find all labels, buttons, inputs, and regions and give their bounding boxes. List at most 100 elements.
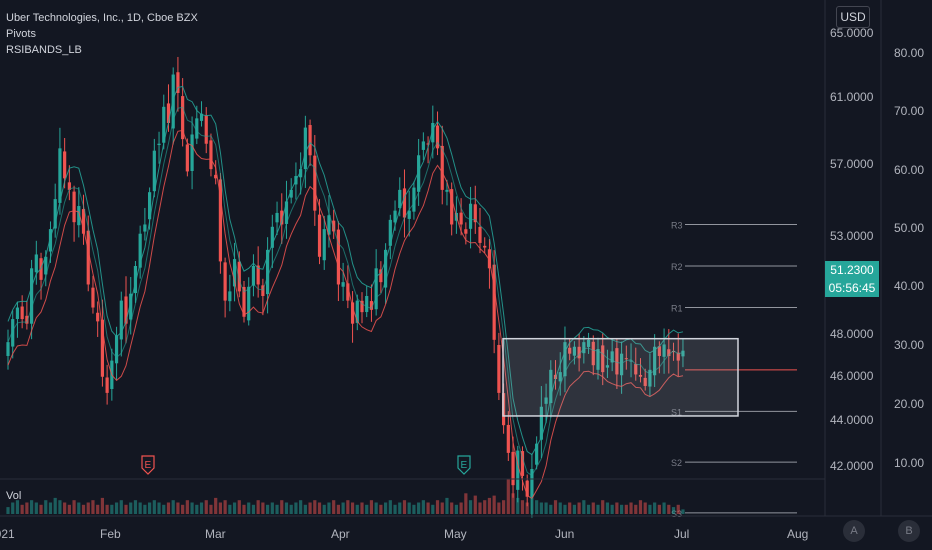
volume-bar bbox=[129, 502, 133, 514]
volume-bar bbox=[176, 502, 180, 514]
candle-body bbox=[459, 212, 463, 225]
candle-body bbox=[530, 469, 534, 498]
volume-bar bbox=[308, 502, 312, 514]
chart-legend: Uber Technologies, Inc., 1D, Cboe BZX Pi… bbox=[6, 10, 198, 58]
candle-body bbox=[558, 372, 562, 382]
time-tick: Jul bbox=[674, 527, 689, 541]
indicator-pivots[interactable]: Pivots bbox=[6, 28, 36, 40]
candle-body bbox=[388, 219, 392, 246]
secondary-tick: 60.00 bbox=[894, 163, 924, 177]
volume-bar bbox=[25, 502, 29, 514]
volume-bar bbox=[549, 504, 553, 514]
volume-bar bbox=[223, 500, 227, 514]
volume-bar bbox=[591, 502, 595, 514]
candle-body bbox=[516, 450, 520, 490]
volume-bar bbox=[624, 504, 628, 514]
volume-bar bbox=[553, 500, 558, 514]
volume-bar bbox=[195, 504, 199, 514]
candle-body bbox=[143, 224, 147, 232]
volume-bar bbox=[374, 502, 378, 514]
volume-bar bbox=[572, 504, 576, 514]
volume-bar bbox=[634, 504, 638, 514]
candle-body bbox=[657, 346, 661, 356]
candle-body bbox=[549, 369, 553, 404]
candle-body bbox=[662, 344, 666, 357]
volume-bar bbox=[563, 504, 567, 514]
candle-body bbox=[355, 300, 359, 323]
candle-body bbox=[596, 349, 600, 370]
candle-body bbox=[242, 286, 246, 317]
volume-bar bbox=[289, 504, 293, 514]
volume-bar bbox=[468, 500, 473, 514]
volume-bar bbox=[539, 502, 543, 514]
candle-body bbox=[317, 214, 322, 257]
volume-bar bbox=[256, 500, 260, 514]
price-tick: 53.0000 bbox=[830, 229, 874, 243]
price-tick: 57.0000 bbox=[830, 157, 874, 171]
volume-bar bbox=[473, 495, 477, 514]
indicator-rsibands[interactable]: RSIBANDS_LB bbox=[6, 44, 82, 56]
candle-body bbox=[417, 155, 421, 192]
candle-body bbox=[299, 169, 303, 178]
volume-bar bbox=[171, 500, 175, 514]
volume-bar bbox=[242, 504, 246, 514]
candle-body bbox=[473, 204, 477, 223]
time-tick: Feb bbox=[100, 527, 121, 541]
candle-body bbox=[34, 254, 38, 273]
candle-body bbox=[237, 261, 241, 292]
volume-bar bbox=[81, 504, 86, 514]
volume-bar bbox=[114, 502, 119, 514]
volume-bar bbox=[355, 504, 359, 514]
volume-bar bbox=[157, 502, 161, 514]
control-b-button[interactable]: B bbox=[898, 520, 920, 542]
symbol-title[interactable]: Uber Technologies, Inc., 1D, Cboe BZX bbox=[6, 12, 198, 24]
pivot-label-r3: R3 bbox=[671, 220, 683, 230]
candle-body bbox=[601, 345, 605, 373]
time-tick: Apr bbox=[331, 527, 350, 541]
candle-body bbox=[634, 364, 638, 375]
candle-body bbox=[478, 226, 482, 243]
volume-bar bbox=[440, 502, 444, 514]
candle-body bbox=[133, 266, 138, 294]
candle-body bbox=[176, 72, 180, 93]
volume-bar bbox=[346, 500, 350, 514]
candle-body bbox=[232, 259, 237, 287]
candle-body bbox=[464, 229, 468, 234]
candle-body bbox=[81, 209, 86, 234]
candle-body bbox=[421, 141, 425, 150]
candle-body bbox=[365, 295, 369, 313]
volume-bar bbox=[596, 504, 600, 514]
candle-body bbox=[162, 106, 166, 143]
volume-bar bbox=[350, 502, 355, 514]
candle-body bbox=[492, 264, 496, 340]
volume-bar bbox=[487, 497, 492, 514]
secondary-tick: 80.00 bbox=[894, 46, 924, 60]
candle-body bbox=[544, 397, 548, 404]
candle-body bbox=[539, 406, 543, 440]
candle-body bbox=[374, 268, 378, 310]
candle-body bbox=[483, 245, 487, 248]
candle-body bbox=[506, 424, 510, 453]
currency-button[interactable]: USD bbox=[836, 6, 870, 28]
control-a-button[interactable]: A bbox=[843, 520, 865, 542]
countdown-badge: 05:56:45 bbox=[825, 279, 879, 297]
volume-bar bbox=[525, 502, 529, 514]
volume-bar bbox=[6, 507, 10, 514]
rsi-bands-layer bbox=[7, 85, 684, 500]
candle-body bbox=[450, 189, 454, 225]
candle-body bbox=[63, 151, 67, 179]
volume-bar bbox=[676, 504, 680, 514]
volume-bar bbox=[341, 502, 345, 514]
volume-bar bbox=[15, 500, 20, 514]
candle-body bbox=[228, 291, 232, 302]
volume-bar bbox=[393, 504, 397, 514]
candle-body bbox=[525, 480, 529, 497]
time-tick: Jun bbox=[555, 527, 574, 541]
candle-body bbox=[346, 283, 350, 301]
earnings-marker-feb bbox=[141, 455, 155, 475]
time-tick: May bbox=[444, 527, 467, 541]
candle-body bbox=[620, 353, 624, 376]
secondary-tick: 40.00 bbox=[894, 279, 924, 293]
